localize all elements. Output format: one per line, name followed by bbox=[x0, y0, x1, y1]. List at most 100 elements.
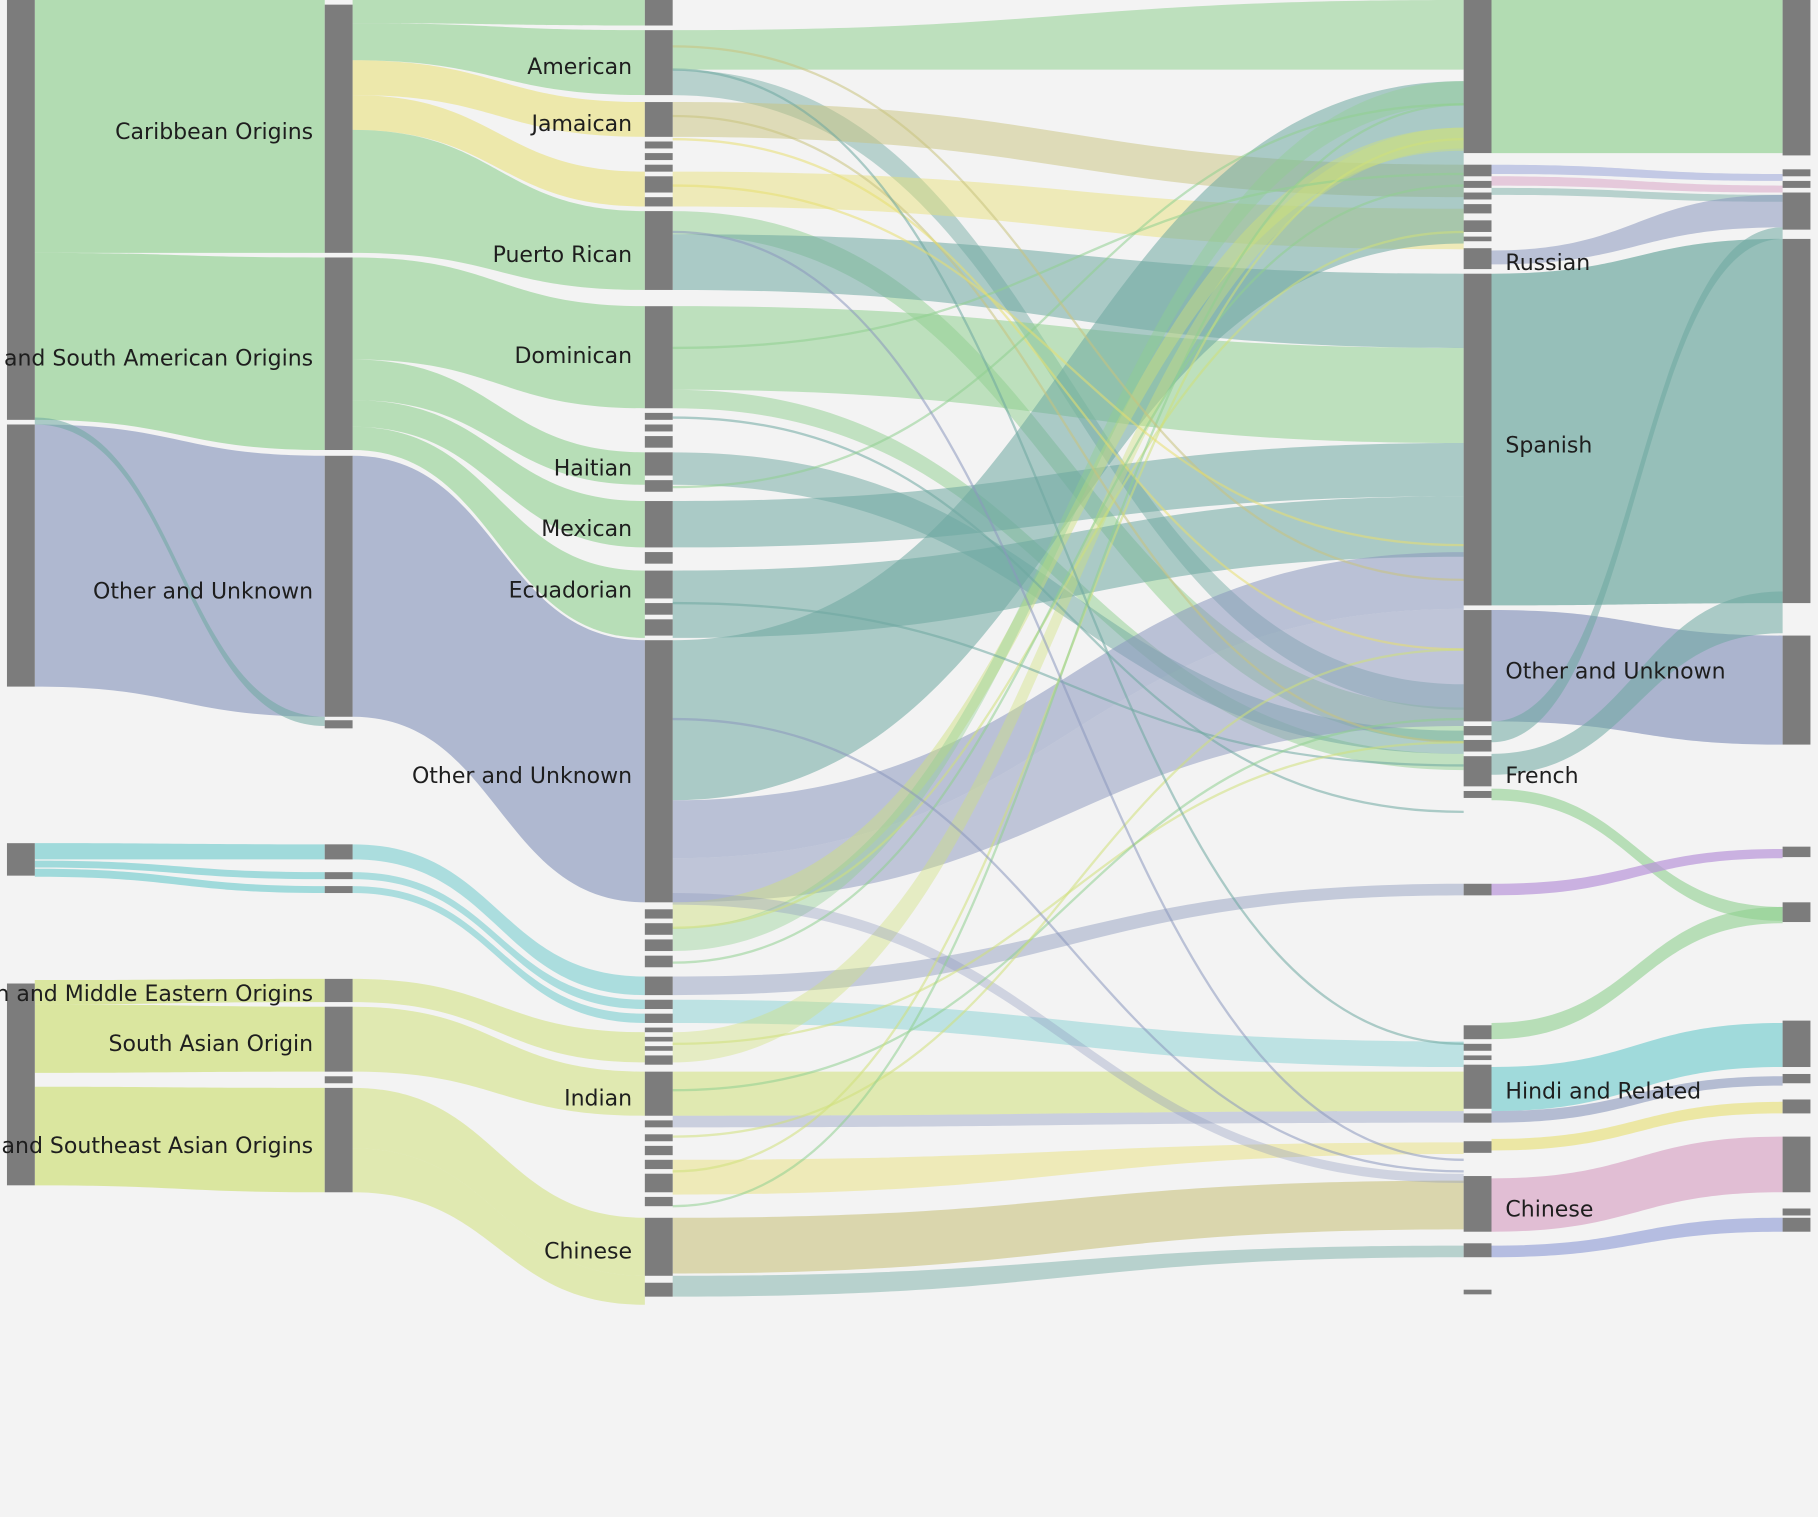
flow-link-66 bbox=[1491, 1101, 1783, 1151]
node-49 bbox=[644, 1134, 673, 1142]
node-93 bbox=[1782, 1217, 1811, 1232]
flow-link-43 bbox=[672, 883, 1464, 996]
node-73 bbox=[1463, 1055, 1492, 1061]
label-region-other: Other and Unknown bbox=[93, 579, 313, 604]
label-lang-russian: Russian bbox=[1505, 251, 1590, 276]
node-14 bbox=[324, 1087, 353, 1193]
node-46 bbox=[644, 1055, 673, 1065]
node-54 bbox=[644, 1217, 673, 1276]
node-21 bbox=[644, 176, 673, 193]
flow-link-68 bbox=[1491, 1217, 1783, 1258]
flow-link-11 bbox=[352, 23, 645, 96]
flow-link-9 bbox=[34, 1086, 325, 1193]
node-48 bbox=[644, 1120, 673, 1128]
node-34 bbox=[644, 619, 673, 636]
flow-link-63 bbox=[1491, 906, 1783, 1040]
node-8 bbox=[324, 844, 353, 860]
flow-strand-17 bbox=[672, 184, 1464, 547]
node-12 bbox=[324, 1006, 353, 1072]
node-67 bbox=[1463, 739, 1492, 752]
node-4 bbox=[324, 4, 353, 253]
node-40 bbox=[644, 976, 673, 996]
node-38 bbox=[644, 939, 673, 952]
node-0 bbox=[6, 0, 35, 420]
label-lang-other: Other and Unknown bbox=[1505, 659, 1725, 684]
node-10 bbox=[324, 886, 353, 894]
node-59 bbox=[1463, 192, 1492, 200]
node-24 bbox=[644, 306, 673, 409]
flow-link-24 bbox=[352, 1006, 645, 1116]
node-18 bbox=[644, 141, 673, 149]
node-25 bbox=[644, 412, 673, 420]
flow-strand-2 bbox=[672, 172, 1464, 350]
flow-link-23 bbox=[352, 978, 645, 1063]
flow-strand-0 bbox=[672, 114, 1464, 744]
sankey-diagram: Caribbean Origins Central and South Amer… bbox=[0, 0, 1811, 1305]
flow-link-8 bbox=[34, 1004, 325, 1073]
node-51 bbox=[644, 1159, 673, 1170]
node-20 bbox=[644, 164, 673, 172]
node-88 bbox=[1782, 1020, 1811, 1068]
node-37 bbox=[644, 923, 673, 935]
flow-link-50 bbox=[672, 1245, 1464, 1297]
flow-link-6 bbox=[34, 868, 325, 894]
node-76 bbox=[1463, 1141, 1492, 1153]
flow-link-12 bbox=[352, 60, 645, 137]
node-71 bbox=[1463, 1025, 1492, 1040]
node-6 bbox=[324, 455, 353, 717]
flow-strand-15 bbox=[672, 717, 1464, 1173]
flow-link-4 bbox=[34, 843, 325, 860]
node-52 bbox=[644, 1173, 673, 1193]
flow-link-44 bbox=[672, 999, 1464, 1068]
node-64 bbox=[1463, 273, 1492, 606]
node-79 bbox=[1463, 1289, 1492, 1295]
node-80 bbox=[1782, 0, 1811, 156]
node-29 bbox=[644, 480, 673, 492]
node-60 bbox=[1463, 204, 1492, 214]
label-region-central-south: Central and South American Origins bbox=[0, 346, 313, 371]
node-69 bbox=[1463, 790, 1492, 798]
flow-link-57 bbox=[1491, 238, 1783, 606]
flow-strand-14 bbox=[672, 230, 1464, 1161]
label-lang-chinese: Chinese bbox=[1505, 1198, 1593, 1223]
node-23 bbox=[644, 211, 673, 290]
node-72 bbox=[1463, 1043, 1492, 1051]
flow-link-54 bbox=[1491, 176, 1783, 193]
flow-strand-1 bbox=[672, 138, 1464, 651]
flow-link-60 bbox=[1491, 591, 1783, 775]
flow-strand-13 bbox=[672, 68, 1464, 1045]
flow-strand-3 bbox=[672, 416, 1464, 814]
node-19 bbox=[644, 153, 673, 161]
node-42 bbox=[644, 1013, 673, 1023]
flow-link-18 bbox=[352, 426, 645, 638]
label-region-west-asian: West Asian and Middle Eastern Origins bbox=[0, 982, 313, 1007]
flow-link-25 bbox=[352, 1087, 645, 1276]
flow-link-61 bbox=[1491, 788, 1783, 921]
node-85 bbox=[1782, 635, 1811, 745]
flow-link-45 bbox=[672, 127, 1464, 1063]
flow-link-20 bbox=[352, 844, 645, 996]
flow-link-53 bbox=[1491, 164, 1783, 181]
label-origin-other: Other and Unknown bbox=[412, 764, 632, 789]
node-44 bbox=[644, 1036, 673, 1042]
flow-link-32 bbox=[672, 234, 1464, 348]
links-layer bbox=[34, 0, 1783, 1305]
node-13 bbox=[324, 1076, 353, 1084]
node-87 bbox=[1782, 902, 1811, 923]
label-lang-hindi: Hindi and Related bbox=[1505, 1079, 1701, 1104]
node-39 bbox=[644, 955, 673, 968]
flow-link-65 bbox=[1491, 1076, 1783, 1123]
node-56 bbox=[1463, 0, 1492, 154]
flow-link-17 bbox=[352, 400, 645, 548]
node-57 bbox=[1463, 164, 1492, 177]
label-region-east-asian: East and Southeast Asian Origins bbox=[0, 1134, 313, 1159]
node-53 bbox=[644, 1196, 673, 1207]
flow-link-14 bbox=[352, 129, 645, 290]
node-62 bbox=[1463, 236, 1492, 242]
node-31 bbox=[644, 552, 673, 564]
flow-link-15 bbox=[352, 257, 645, 409]
node-36 bbox=[644, 909, 673, 919]
flow-link-26 bbox=[352, 1148, 645, 1305]
node-32 bbox=[644, 570, 673, 599]
